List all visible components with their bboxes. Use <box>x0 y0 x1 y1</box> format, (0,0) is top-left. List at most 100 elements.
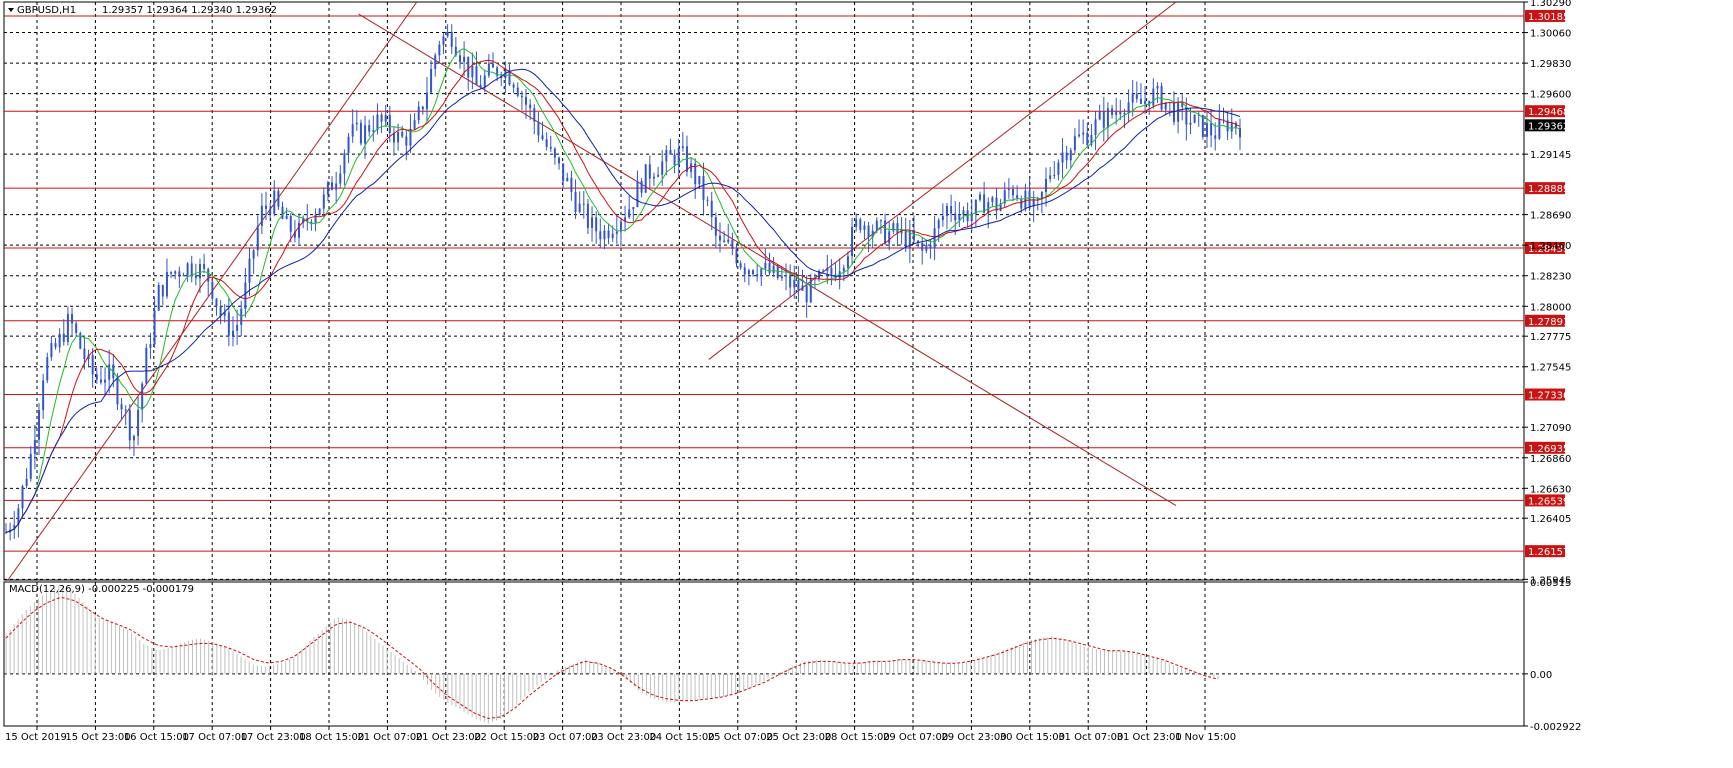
dropdown-triangle-icon[interactable] <box>8 8 14 12</box>
candle-body <box>137 409 140 437</box>
candle-body <box>29 453 32 479</box>
candle-body <box>467 56 470 78</box>
level-price-label: 1.29468 <box>1528 107 1569 118</box>
candle-body <box>219 306 222 316</box>
candle-body <box>1205 123 1208 137</box>
time-label: 16 Oct 15:00 <box>124 732 189 743</box>
candle-body <box>1156 85 1159 89</box>
candle-body <box>149 344 152 348</box>
price-tick-label: 1.27545 <box>1530 363 1571 374</box>
candle-body <box>818 270 821 279</box>
level-price-label: 1.27336 <box>1528 391 1569 402</box>
candle-body <box>941 216 944 221</box>
candle-body <box>665 149 668 162</box>
candle-body <box>1045 178 1048 193</box>
candle-body <box>603 230 606 240</box>
candle-body <box>364 125 367 144</box>
candle-body <box>1148 100 1151 106</box>
candle-body <box>318 208 321 215</box>
candle-body <box>450 31 453 47</box>
level-price-tag <box>1525 494 1565 507</box>
price-tick-label: 1.27090 <box>1530 423 1571 434</box>
time-label: 25 Oct 07:00 <box>708 732 773 743</box>
candle-body <box>50 343 53 358</box>
candle-body <box>739 263 742 268</box>
candle-body <box>644 164 647 193</box>
candle-body <box>372 130 375 132</box>
candle-body <box>566 177 569 182</box>
candle-body <box>244 282 247 309</box>
candle-body <box>987 202 990 214</box>
candle-body <box>1053 174 1056 176</box>
time-label: 21 Oct 23:00 <box>416 732 481 743</box>
candle-body <box>1028 190 1031 207</box>
candle-body <box>190 263 193 276</box>
ma-mid-line <box>5 59 1241 533</box>
candle-body <box>892 223 895 232</box>
candle-body <box>1036 198 1039 200</box>
candle-body <box>1003 190 1006 204</box>
current-price-label: 1.29362 <box>1528 121 1569 132</box>
time-label: 31 Oct 07:00 <box>1058 732 1123 743</box>
candle-body <box>1131 93 1134 103</box>
candle-body <box>1086 132 1089 145</box>
candle-body <box>343 153 346 174</box>
candle-body <box>496 67 499 76</box>
candle-body <box>25 478 28 487</box>
level-price-label: 1.30185 <box>1528 12 1569 23</box>
candle-body <box>1189 122 1192 125</box>
candle-body <box>677 148 680 166</box>
candle-body <box>198 263 201 279</box>
level-price-tag <box>1525 182 1565 195</box>
candle-body <box>1239 127 1241 138</box>
time-label: 17 Oct 07:00 <box>182 732 247 743</box>
level-price-tag <box>1525 441 1565 454</box>
candle-body <box>298 222 301 238</box>
candle-body <box>512 84 515 88</box>
candle-body <box>694 163 697 185</box>
candle-body <box>520 95 523 98</box>
candle-body <box>789 274 792 288</box>
candle-body <box>231 330 234 336</box>
candle-body <box>1090 135 1093 145</box>
candle-body <box>479 84 482 88</box>
candle-body <box>917 240 920 243</box>
candle-body <box>983 194 986 214</box>
candle-body <box>322 194 325 209</box>
candle-body <box>178 271 181 276</box>
candle-body <box>388 114 391 134</box>
candle-body <box>599 231 602 240</box>
candle-body <box>1139 98 1142 104</box>
candle-body <box>491 63 494 68</box>
candle-body <box>99 379 102 383</box>
time-label: 28 Oct 15:00 <box>825 732 890 743</box>
candle-body <box>194 275 197 279</box>
time-label: 24 Oct 15:00 <box>649 732 714 743</box>
candle-body <box>145 347 148 384</box>
candle-body <box>1115 111 1118 115</box>
candle-body <box>1020 198 1023 209</box>
price-tick-label: 1.30060 <box>1530 29 1571 40</box>
candle-body <box>392 133 395 143</box>
candle-body <box>380 114 383 122</box>
candle-body <box>186 263 189 276</box>
candle-body <box>562 163 565 182</box>
candle-body <box>236 324 239 331</box>
candle-body <box>1094 119 1097 136</box>
candle-body <box>421 106 424 110</box>
price-tick-label: 1.29600 <box>1530 90 1571 101</box>
candle-body <box>1078 134 1081 137</box>
candle-body <box>1049 175 1052 179</box>
candle-body <box>1152 88 1155 106</box>
candle-body <box>463 56 466 62</box>
candle-body <box>1119 111 1122 115</box>
level-price-label: 1.26539 <box>1528 496 1569 507</box>
candle-body <box>120 404 123 410</box>
candle-body <box>855 219 858 227</box>
candle-body <box>628 209 631 218</box>
candle-body <box>888 231 891 244</box>
current-price-tag <box>1525 119 1565 132</box>
candle-body <box>752 270 755 275</box>
